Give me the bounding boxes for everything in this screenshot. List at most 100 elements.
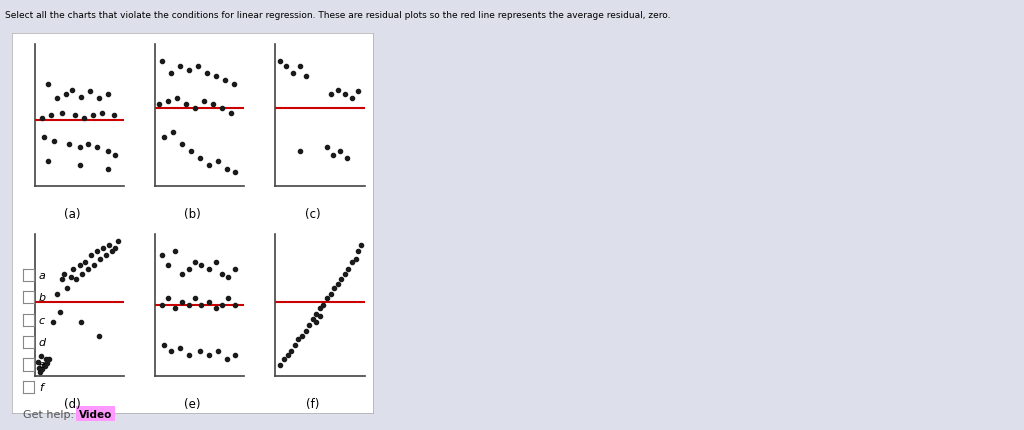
Point <box>86 262 102 269</box>
Point <box>196 98 212 105</box>
Point <box>214 270 230 277</box>
Text: Get help:: Get help: <box>23 408 74 419</box>
Point <box>89 144 105 151</box>
Point <box>83 252 99 259</box>
Point <box>76 116 92 123</box>
Text: Video: Video <box>79 408 112 419</box>
Point <box>31 364 47 371</box>
Point <box>174 270 190 277</box>
Point <box>98 252 115 259</box>
Point <box>108 152 124 159</box>
Point <box>194 302 210 309</box>
Point <box>301 322 317 329</box>
Point <box>315 302 332 309</box>
Text: d: d <box>39 337 46 347</box>
Point <box>53 110 70 117</box>
Point <box>350 248 367 255</box>
Point <box>68 276 84 283</box>
Point <box>32 369 48 375</box>
Point <box>271 362 288 369</box>
Text: Select all the charts that violate the conditions for linear regression. These a: Select all the charts that violate the c… <box>5 11 671 20</box>
Point <box>271 59 288 66</box>
Point <box>51 309 68 316</box>
Point <box>36 134 52 141</box>
Point <box>208 259 224 266</box>
Point <box>216 77 232 84</box>
Point <box>181 267 198 273</box>
Point <box>103 248 120 255</box>
Point <box>152 101 168 108</box>
Point <box>189 63 206 70</box>
Point <box>30 359 46 366</box>
Point <box>208 73 224 80</box>
Point <box>283 347 299 354</box>
Point <box>60 141 77 148</box>
Point <box>41 356 57 362</box>
Text: (f): (f) <box>306 397 319 410</box>
Point <box>167 248 183 255</box>
Point <box>172 344 188 351</box>
Point <box>91 95 108 102</box>
Point <box>347 256 364 263</box>
Point <box>36 362 52 369</box>
Point <box>73 319 89 326</box>
Point <box>182 148 199 155</box>
Point <box>100 148 117 155</box>
Point <box>323 291 339 298</box>
Point <box>40 158 56 165</box>
Point <box>80 267 96 273</box>
Point <box>298 73 314 80</box>
Point <box>74 270 90 277</box>
Point <box>318 295 335 302</box>
Point <box>100 92 117 98</box>
Point <box>108 245 124 252</box>
Point <box>326 285 342 292</box>
Point <box>66 267 82 273</box>
Point <box>332 148 348 155</box>
Point <box>58 92 75 98</box>
Point <box>172 63 188 70</box>
Point <box>72 144 88 151</box>
Point <box>308 319 325 326</box>
Point <box>62 273 79 280</box>
Point <box>225 81 242 88</box>
Point <box>34 366 50 372</box>
Point <box>163 70 179 77</box>
Point <box>33 353 49 360</box>
Point <box>85 113 101 120</box>
Point <box>344 259 360 266</box>
Point <box>178 101 195 108</box>
Point <box>187 106 204 113</box>
Point <box>43 113 59 120</box>
Point <box>181 352 198 359</box>
Point <box>67 113 83 120</box>
Point <box>91 333 108 340</box>
Point <box>94 110 110 117</box>
Text: (b): (b) <box>184 208 201 221</box>
Point <box>165 130 181 137</box>
Point <box>49 95 66 102</box>
Point <box>323 92 339 98</box>
Text: e: e <box>39 359 46 370</box>
Point <box>201 352 217 359</box>
Point <box>94 245 111 252</box>
Point <box>209 158 225 165</box>
Point <box>53 276 70 283</box>
Point <box>297 327 313 334</box>
Point <box>169 95 185 102</box>
Point <box>65 87 81 94</box>
Point <box>205 101 221 108</box>
Point <box>287 341 303 348</box>
Point <box>227 267 244 273</box>
Point <box>154 302 170 309</box>
Point <box>49 291 66 298</box>
Point <box>72 163 88 169</box>
Text: (a): (a) <box>65 208 81 221</box>
Point <box>89 248 105 255</box>
Point <box>227 302 244 309</box>
Point <box>227 352 244 359</box>
Point <box>285 70 301 77</box>
Point <box>214 106 230 113</box>
Point <box>110 238 126 245</box>
Point <box>201 299 217 306</box>
